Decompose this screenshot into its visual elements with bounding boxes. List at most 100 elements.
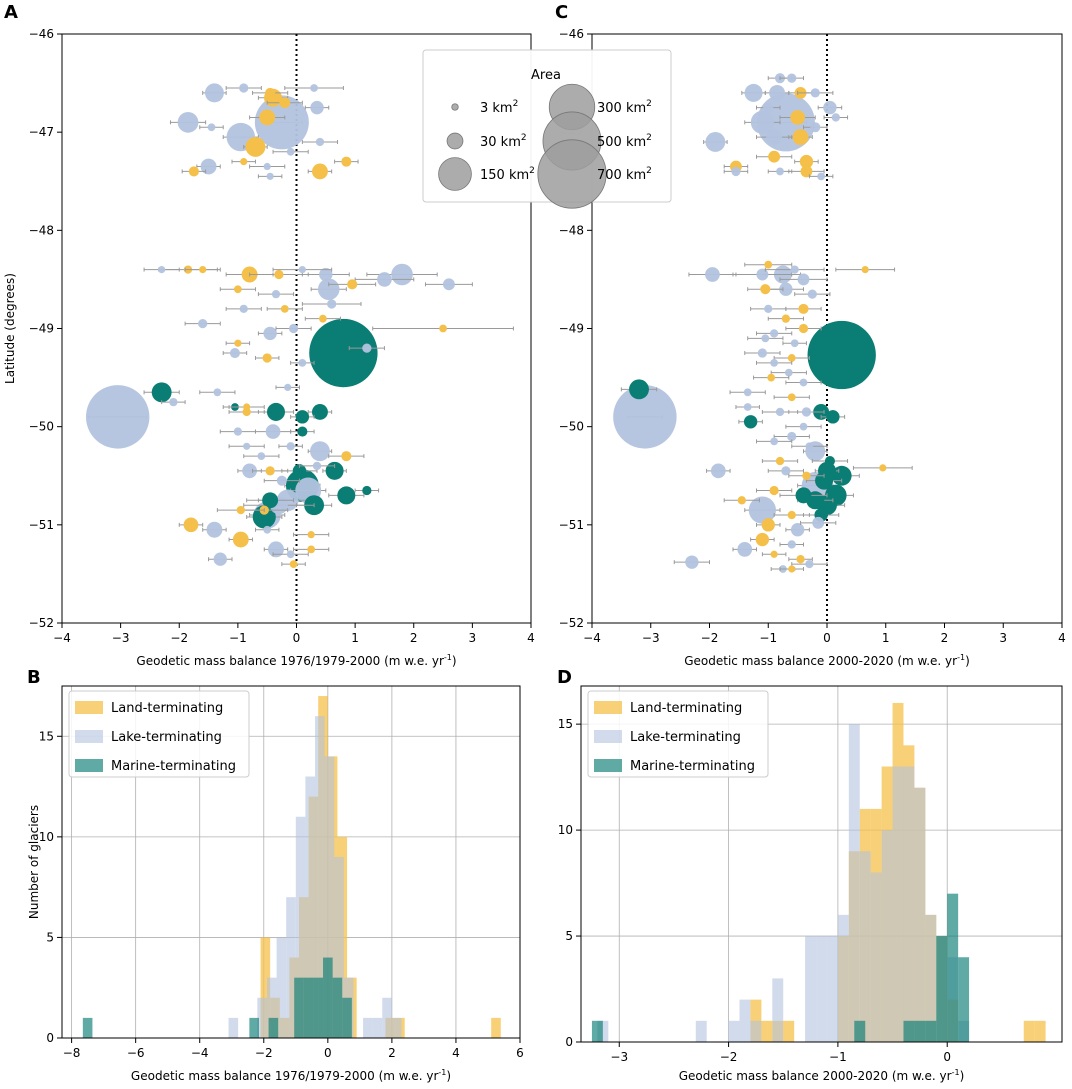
- data-point: [161, 397, 186, 407]
- data-point: [254, 353, 280, 363]
- data-point: [169, 111, 207, 133]
- x-tick-label: 4: [452, 1046, 460, 1060]
- data-point: [225, 304, 262, 314]
- histogram-bar-lake: [925, 914, 937, 1042]
- glacier-point-lake: [781, 466, 791, 476]
- data-point: [219, 285, 256, 294]
- histogram-bar-marine: [294, 977, 304, 1038]
- data-point: [764, 84, 790, 101]
- data-point: [823, 113, 849, 122]
- data-point: [293, 545, 330, 554]
- histogram-b-ylabel: Number of glaciers: [27, 805, 41, 919]
- glacier-point-lake: [284, 383, 292, 391]
- xlabel-superscript: -1: [957, 653, 965, 662]
- glacier-point-land: [245, 136, 266, 157]
- data-point: [246, 492, 295, 509]
- y-tick-label: 10: [39, 830, 54, 844]
- data-point: [779, 487, 828, 504]
- data-point: [773, 354, 810, 362]
- area-legend-label: 150 km2: [480, 166, 535, 183]
- xlabel-close: ): [452, 654, 457, 668]
- glacier-point-land: [799, 154, 814, 169]
- glacier-point-lake: [263, 162, 271, 171]
- data-point: [807, 320, 876, 390]
- glacier-point-marine: [312, 403, 328, 420]
- data-point: [756, 485, 793, 496]
- histogram-d-legend: Land-terminating Lake-terminating Marine-t…: [587, 690, 769, 778]
- data-point: [334, 156, 359, 167]
- data-point: [756, 102, 781, 113]
- data-point: [307, 163, 333, 180]
- data-point: [184, 318, 221, 329]
- x-tick-label: 3: [999, 631, 1007, 645]
- glacier-point-lake: [288, 323, 299, 334]
- histogram-b-legend: Land-terminating Lake-terminating Marine-t…: [68, 690, 250, 778]
- data-point: [785, 323, 822, 334]
- x-tick-label: 4: [527, 631, 535, 645]
- glacier-point-land: [259, 109, 276, 126]
- legend-box: [587, 690, 769, 778]
- data-point: [222, 347, 248, 359]
- data-point: [243, 136, 268, 157]
- glacier-point-land: [274, 269, 284, 280]
- panel-letter-b: B: [27, 667, 41, 688]
- glacier-point-land: [764, 260, 773, 269]
- data-point: [243, 452, 280, 461]
- glacier-point-lake: [705, 132, 726, 152]
- glacier-point-lake: [315, 137, 325, 147]
- area-legend-value: 500 km: [597, 135, 646, 150]
- y-tick-label: −46: [29, 27, 54, 41]
- histogram-b-axes: −8 −6 −4 −2 0 2 4 6 0 5 10 15: [39, 685, 524, 1060]
- glacier-point-land: [188, 166, 199, 177]
- glacier-point-land: [307, 545, 316, 554]
- y-tick-label: 5: [46, 930, 54, 944]
- x-tick-label: −4: [583, 631, 601, 645]
- histogram-bar-lake: [805, 936, 817, 1042]
- x-tick-label: −1: [229, 631, 247, 645]
- glacier-point-land: [798, 323, 809, 334]
- data-point: [85, 385, 150, 449]
- data-point: [284, 84, 344, 92]
- data-point: [307, 403, 333, 420]
- glacier-point-lake: [807, 289, 817, 299]
- legend-label-land: Land-terminating: [111, 701, 223, 716]
- histogram-bar-marine: [323, 957, 333, 1038]
- xlabel-superscript: -1: [438, 1068, 446, 1077]
- xlabel-close: ): [446, 1069, 451, 1083]
- data-point: [266, 97, 303, 109]
- data-point: [328, 279, 377, 290]
- histogram-bar-lake: [695, 1020, 707, 1042]
- xlabel-text: Geodetic mass balance 1976/1979-2000 (m …: [131, 1069, 439, 1083]
- data-point: [219, 427, 256, 436]
- legend-box: [68, 690, 250, 778]
- area-legend-value: 3 km: [480, 101, 513, 116]
- glacier-point-marine: [151, 382, 172, 403]
- y-tick-label: −52: [559, 616, 584, 630]
- scatter-c-xlabel: Geodetic mass balance 2000-2020 (m w.e. …: [684, 653, 970, 668]
- data-point: [723, 166, 749, 177]
- xlabel-text: Geodetic mass balance 2000-2020 (m w.e. …: [684, 654, 957, 668]
- histogram-series-marine: [591, 893, 970, 1042]
- data-point: [779, 565, 804, 573]
- data-point: [729, 388, 766, 397]
- x-tick-label: −3: [610, 1050, 628, 1064]
- glacier-point-land: [792, 129, 809, 146]
- histogram-b-xlabel: Geodetic mass balance 1976/1979-2000 (m …: [131, 1068, 451, 1083]
- data-point: [290, 358, 315, 367]
- data-point: [744, 496, 781, 524]
- y-tick-label: −49: [29, 322, 54, 336]
- histogram-bar-land: [260, 937, 271, 1038]
- glacier-point-land: [240, 158, 248, 166]
- data-point: [779, 273, 828, 286]
- x-tick-label: 4: [1058, 631, 1066, 645]
- data-point: [788, 471, 825, 480]
- data-point: [263, 541, 289, 558]
- data-point: [761, 550, 787, 558]
- x-tick-label: 0: [293, 631, 301, 645]
- area-legend-value: 300 km: [597, 101, 646, 116]
- histogram-bar-lake: [870, 872, 882, 1042]
- data-point: [272, 147, 309, 156]
- legend-swatch-marine: [75, 759, 103, 772]
- glacier-point-lake: [257, 452, 266, 461]
